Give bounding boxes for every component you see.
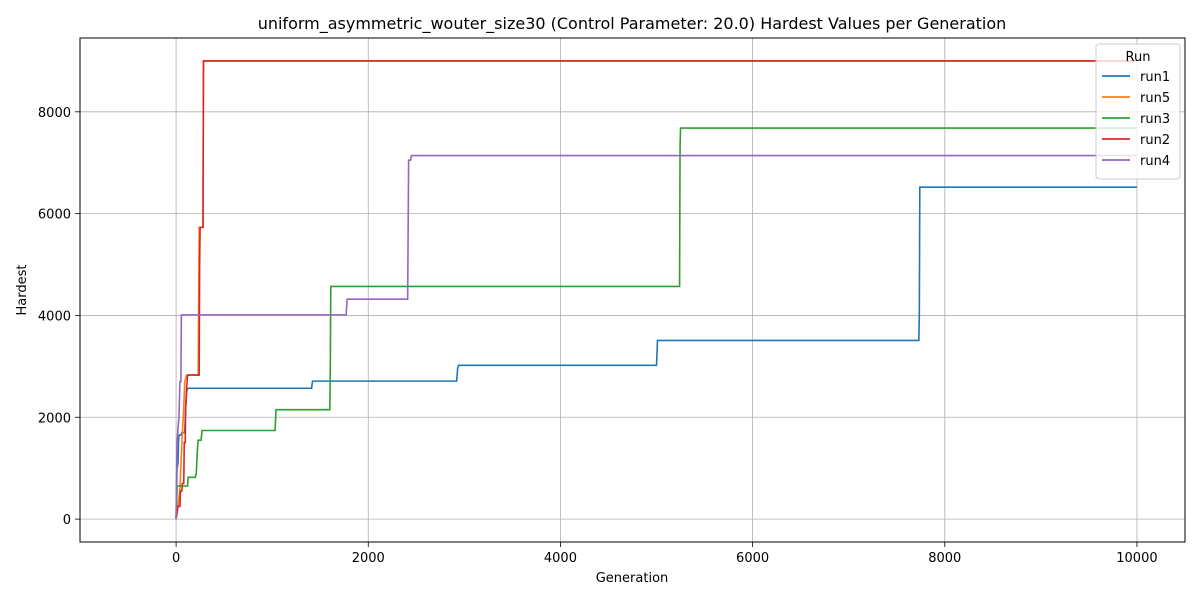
x-axis-label: Generation [596, 571, 669, 586]
series-lines [175, 60, 1137, 520]
legend-entry-run2: run2 [1140, 133, 1170, 148]
y-axis-label: Hardest [15, 265, 30, 316]
legend: Run run1 run5 run3 run2 run4 [1095, 43, 1181, 180]
legend-entry-run3: run3 [1140, 112, 1170, 127]
series-line-run3 [175, 127, 1137, 520]
x-tick-label: 8000 [928, 551, 961, 566]
series-line-run2 [175, 60, 1137, 520]
x-tick-label: 0 [172, 551, 180, 566]
legend-entry-run4: run4 [1140, 154, 1170, 169]
legend-entry-run1: run1 [1140, 70, 1170, 85]
legend-box [1095, 43, 1181, 180]
y-tick-label: 0 [63, 513, 71, 528]
legend-title: Run [1126, 50, 1151, 65]
y-tick-label: 6000 [38, 208, 71, 223]
y-tick-label: 4000 [38, 309, 71, 324]
series-line-run4 [175, 154, 1137, 520]
chart-title: uniform_asymmetric_wouter_size30 (Contro… [258, 14, 1007, 34]
x-tick-label: 2000 [352, 551, 385, 566]
x-tick-label: 10000 [1116, 551, 1157, 566]
x-tick-label: 4000 [544, 551, 577, 566]
axis-ticks: 0 2000 4000 6000 8000 10000 0 2000 4000 6000 8000 [38, 106, 1158, 566]
legend-entry-run5: run5 [1140, 91, 1170, 106]
plot-frame [79, 37, 1186, 543]
x-tick-label: 6000 [736, 551, 769, 566]
y-tick-label: 8000 [38, 106, 71, 121]
y-tick-label: 2000 [38, 411, 71, 426]
